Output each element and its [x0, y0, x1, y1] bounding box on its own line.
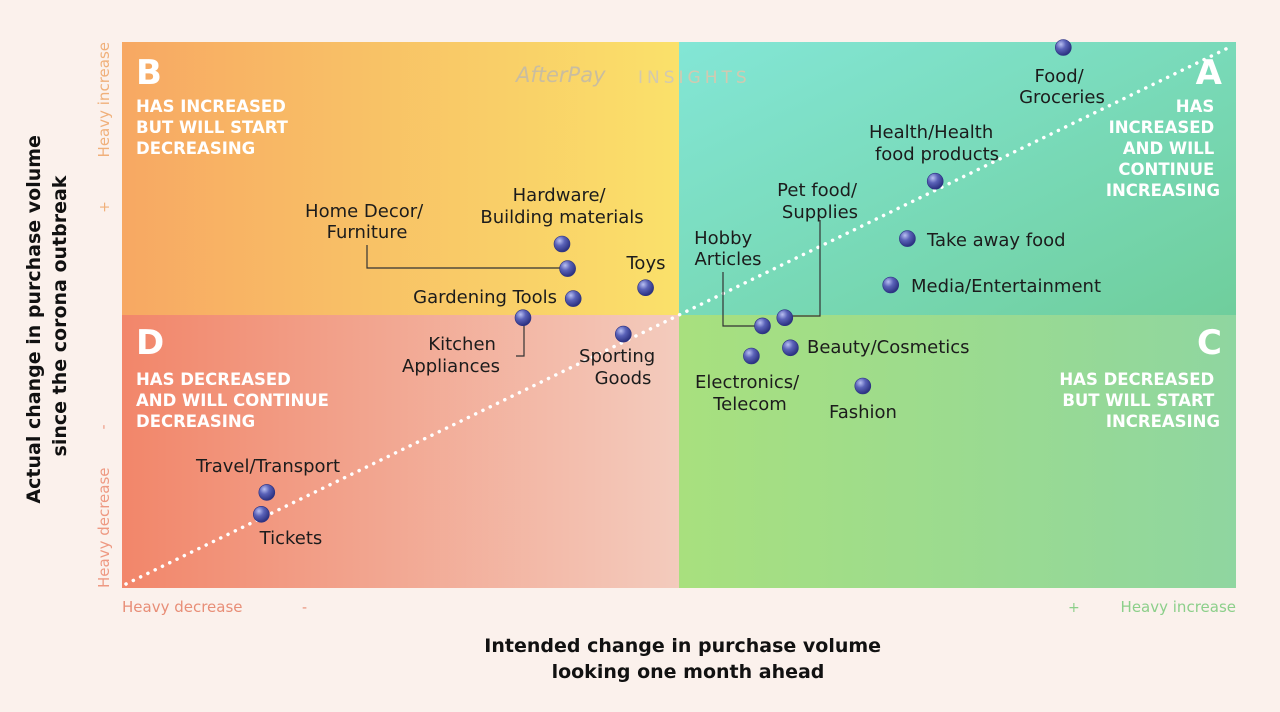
label-beauty-cosmetics: Beauty/Cosmetics [807, 337, 970, 358]
quadrant-a-bg [679, 42, 1236, 315]
x-axis-low-label: Heavy decrease [122, 598, 243, 616]
quadrant-c-bg [679, 315, 1236, 588]
quadrant-a-letter: A [1196, 53, 1223, 93]
data-point-home-decor-furniture [559, 260, 576, 277]
label-hardware: Hardware/ Building materials [480, 185, 643, 228]
data-point-kitchen-appliances [514, 309, 532, 327]
quadrant-b-bg [122, 42, 679, 315]
y-axis-title: Actual change in purchase volume since t… [23, 128, 71, 503]
watermark-suffix: INSIGHTS [638, 68, 751, 88]
label-kitchen-appliances: Kitchen Appliances [402, 334, 502, 377]
label-electronics-telecom: Electronics/ Telecom [695, 372, 805, 415]
y-axis-plus-sign: + [97, 201, 113, 213]
data-point-health-health-food-products [926, 172, 944, 190]
quadrant-a-description: HAS INCREASED AND WILL CONTINUE INCREASI… [1106, 97, 1220, 200]
data-points [252, 39, 1072, 523]
connector-home-decor [366, 245, 562, 269]
x-axis-minus-sign: - [302, 600, 307, 616]
y-axis-low-label: Heavy decrease [95, 467, 113, 588]
label-food-groceries: Food/ Groceries [1019, 66, 1105, 108]
label-gardening-tools: Gardening Tools [413, 287, 557, 308]
quadrant-b-letter: B [136, 53, 162, 93]
quadrant-c-description: HAS DECREASED BUT WILL START INCREASING [1059, 370, 1220, 431]
data-point-media-entertainment [882, 276, 900, 294]
label-tickets: Tickets [259, 528, 323, 549]
x-axis-title: Intended change in purchase volume looki… [484, 635, 887, 683]
label-toys: Toys [626, 253, 666, 274]
label-health-food: Health/Health food products [869, 122, 999, 165]
watermark-brand: AfterPay [514, 63, 606, 87]
data-point-hobby-articles [754, 317, 771, 335]
label-hobby-articles: Hobby Articles [694, 228, 761, 270]
quadrant-c-letter: C [1197, 323, 1222, 363]
y-axis-minus-sign: - [96, 424, 112, 429]
connector-hobby-articles [722, 272, 756, 327]
x-axis-high-label: Heavy increase [1121, 598, 1236, 616]
y-axis-high-label: Heavy increase [95, 42, 113, 157]
x-axis-plus-sign: + [1068, 600, 1080, 616]
data-point-take-away-food [899, 230, 916, 247]
data-point-toys [637, 279, 654, 297]
data-point-food-groceries [1055, 39, 1072, 56]
label-fashion: Fashion [829, 402, 897, 423]
data-point-travel-transport [258, 484, 276, 501]
label-take-away-food: Take away food [926, 230, 1066, 251]
label-home-decor: Home Decor/ Furniture [305, 201, 429, 243]
data-point-sporting-goods [614, 325, 632, 343]
diagonal-reference-line [124, 44, 1234, 586]
connector-kitchen-appliances [516, 320, 525, 357]
data-point-fashion [854, 377, 872, 395]
data-point-hardware-building-materials [553, 235, 571, 253]
label-sporting-goods: Sporting Goods [579, 346, 661, 389]
quadrant-d-description: HAS DECREASED AND WILL CONTINUE DECREASI… [136, 370, 335, 431]
data-point-pet-food-supplies [776, 309, 794, 327]
quadrant-b-description: HAS INCREASED BUT WILL START DECREASING [136, 97, 294, 158]
connector-pet-food [786, 220, 821, 317]
label-pet-food: Pet food/ Supplies [777, 180, 863, 223]
quadrant-d-letter: D [136, 323, 164, 363]
data-point-tickets [252, 505, 270, 523]
data-point-beauty-cosmetics [782, 339, 799, 357]
label-media-entertainment: Media/Entertainment [911, 276, 1101, 297]
data-point-gardening-tools [564, 290, 582, 307]
label-travel-transport: Travel/Transport [195, 456, 340, 477]
data-point-electronics-telecom [743, 347, 760, 365]
